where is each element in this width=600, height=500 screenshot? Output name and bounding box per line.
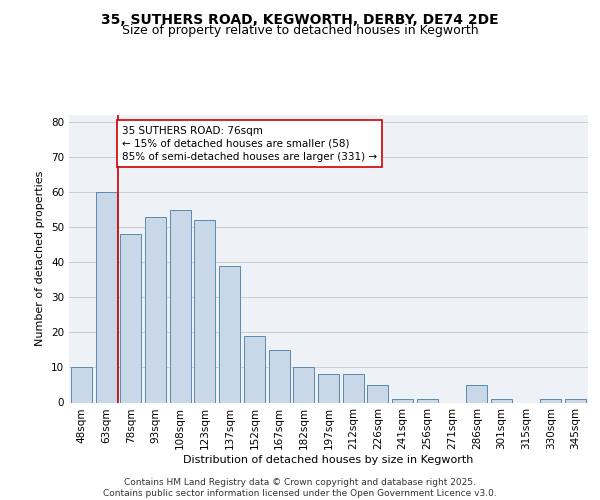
Bar — [170, 210, 191, 402]
Bar — [491, 399, 512, 402]
Text: Size of property relative to detached houses in Kegworth: Size of property relative to detached ho… — [122, 24, 478, 37]
Text: Contains HM Land Registry data © Crown copyright and database right 2025.
Contai: Contains HM Land Registry data © Crown c… — [103, 478, 497, 498]
Bar — [71, 368, 92, 402]
Y-axis label: Number of detached properties: Number of detached properties — [35, 171, 46, 346]
Bar — [269, 350, 290, 403]
Bar — [95, 192, 116, 402]
Bar — [343, 374, 364, 402]
Bar — [293, 368, 314, 402]
Bar — [417, 399, 438, 402]
Bar — [145, 216, 166, 402]
Bar — [367, 385, 388, 402]
Bar — [244, 336, 265, 402]
Bar — [318, 374, 339, 402]
Bar — [120, 234, 141, 402]
Text: 35, SUTHERS ROAD, KEGWORTH, DERBY, DE74 2DE: 35, SUTHERS ROAD, KEGWORTH, DERBY, DE74 … — [101, 12, 499, 26]
X-axis label: Distribution of detached houses by size in Kegworth: Distribution of detached houses by size … — [184, 455, 473, 465]
Bar — [194, 220, 215, 402]
Bar — [219, 266, 240, 402]
Text: 35 SUTHERS ROAD: 76sqm
← 15% of detached houses are smaller (58)
85% of semi-det: 35 SUTHERS ROAD: 76sqm ← 15% of detached… — [122, 126, 377, 162]
Bar — [392, 399, 413, 402]
Bar — [565, 399, 586, 402]
Bar — [466, 385, 487, 402]
Bar — [541, 399, 562, 402]
